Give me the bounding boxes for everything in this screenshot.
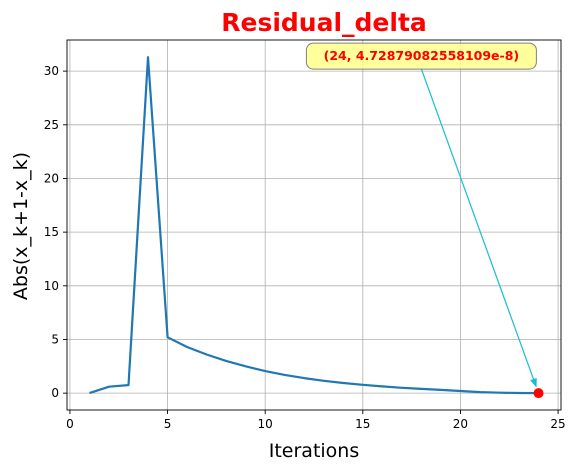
axes-frame	[66, 39, 562, 411]
y-axis-label: Abs(x_k+1-x_k)	[10, 152, 32, 300]
x-tick-label: 25	[550, 417, 565, 431]
y-tick-label: 30	[44, 64, 59, 78]
x-axis-label: Iterations	[269, 440, 360, 462]
chart-title: Residual_delta	[221, 8, 427, 37]
grid	[67, 40, 561, 410]
x-tick-label: 15	[355, 417, 370, 431]
x-tick-label: 0	[66, 417, 74, 431]
y-tick-label: 5	[51, 332, 59, 346]
y-tick-label: 25	[44, 118, 59, 132]
x-tick-label: 5	[164, 417, 172, 431]
plot-area	[89, 56, 539, 395]
annotation-text: (24, 4.72879082558109e-8)	[324, 48, 520, 63]
annotation-box	[305, 42, 537, 70]
axes-ticks: 0 5 10 15 20 25 0 5 10 15 20 25 30	[44, 64, 566, 431]
y-tick-label: 15	[44, 225, 59, 239]
annotation-arrow	[420, 68, 535, 382]
annotation: (24, 4.72879082558109e-8)	[305, 42, 537, 388]
x-tick-label: 10	[258, 417, 273, 431]
series-line	[89, 56, 539, 395]
highlight-point	[533, 388, 544, 399]
x-tick-label: 20	[453, 417, 468, 431]
y-tick-label: 20	[44, 171, 59, 185]
annotation-arrowhead	[530, 377, 537, 388]
y-tick-label: 10	[44, 279, 59, 293]
y-tick-label: 0	[51, 386, 59, 400]
